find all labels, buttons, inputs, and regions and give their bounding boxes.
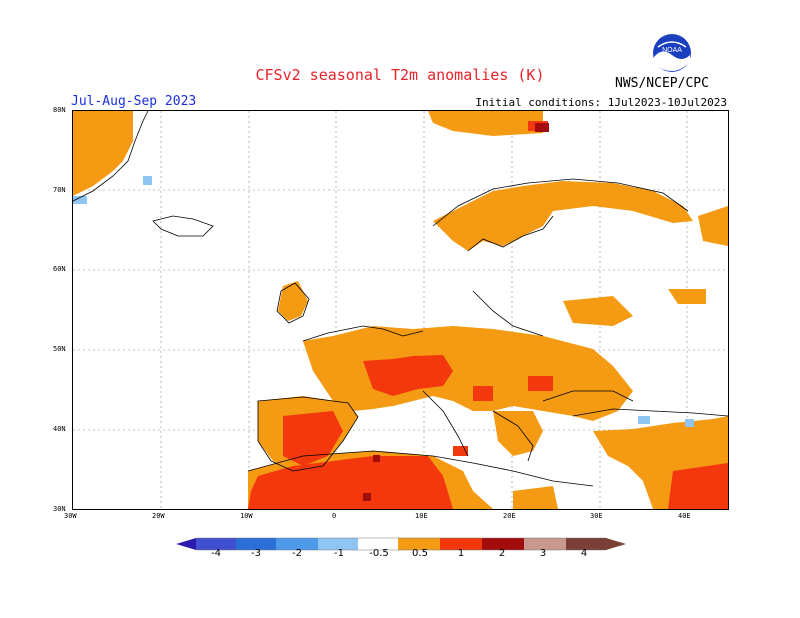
legend-label: -4 bbox=[211, 548, 221, 559]
legend-label: 3 bbox=[539, 548, 547, 559]
lat-label: 80N bbox=[53, 106, 66, 114]
legend-label: -0.5 bbox=[369, 548, 389, 559]
lat-label: 70N bbox=[53, 186, 66, 194]
lat-label: 50N bbox=[53, 345, 66, 353]
anomaly-dark-red bbox=[363, 123, 549, 501]
lon-label: 10W bbox=[240, 512, 253, 520]
lat-label: 30N bbox=[53, 505, 66, 513]
forecast-period: Jul-Aug-Sep 2023 bbox=[71, 94, 197, 109]
legend-label: 4 bbox=[580, 548, 588, 559]
anomaly-red bbox=[248, 121, 728, 509]
lon-label: 30W bbox=[64, 512, 77, 520]
lat-label: 40N bbox=[53, 425, 66, 433]
noaa-logo-text: NOAA bbox=[662, 47, 682, 54]
lon-label: 20E bbox=[503, 512, 516, 520]
lon-label: 10E bbox=[415, 512, 428, 520]
initial-conditions: Initial conditions: 1Jul2023-10Jul2023 bbox=[475, 96, 727, 109]
anomaly-light-blue bbox=[73, 176, 694, 427]
legend-label: 2 bbox=[498, 548, 506, 559]
agency-label: NWS/NCEP/CPC bbox=[615, 76, 709, 91]
legend-label: 0.5 bbox=[412, 548, 428, 559]
lon-label: 30E bbox=[590, 512, 603, 520]
lon-label: 40E bbox=[678, 512, 691, 520]
anomaly-map bbox=[72, 110, 729, 510]
legend-label: -2 bbox=[292, 548, 302, 559]
legend-label: -1 bbox=[334, 548, 344, 559]
map-title: CFSv2 seasonal T2m anomalies (K) bbox=[255, 66, 545, 84]
lat-label: 60N bbox=[53, 265, 66, 273]
noaa-logo: NOAA bbox=[652, 33, 692, 73]
coastlines bbox=[73, 111, 728, 487]
legend-label: -3 bbox=[251, 548, 261, 559]
lon-label: 0 bbox=[332, 512, 337, 520]
lon-label: 20W bbox=[152, 512, 165, 520]
legend-label: 1 bbox=[457, 548, 465, 559]
color-legend bbox=[176, 536, 626, 551]
anomaly-orange bbox=[73, 111, 728, 509]
